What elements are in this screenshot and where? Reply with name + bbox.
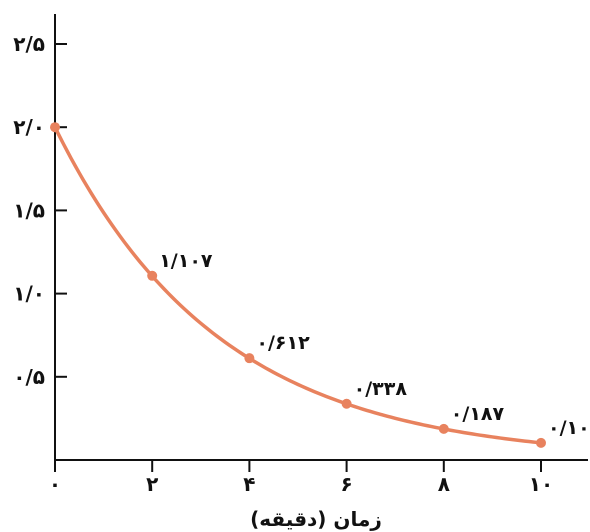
data-label: ۰/۱۰۳ [548, 417, 590, 439]
y-tick-label: ۱/۰ [13, 282, 45, 306]
curve-layer [53, 125, 543, 445]
x-axis-title: زمان (دقیقه) [250, 507, 382, 531]
x-tick-label: ۱۰ [529, 472, 553, 496]
data-point [50, 122, 60, 133]
x-tick-label: ۲ [146, 472, 158, 496]
y-tick-label: ۱/۵ [13, 198, 45, 222]
series-line [53, 125, 543, 445]
data-point [147, 270, 158, 281]
data-point [536, 437, 546, 448]
x-tick-label: ۴ [243, 472, 255, 496]
data-point [341, 398, 352, 409]
data-label: ۱/۱۰۷ [159, 250, 213, 272]
y-tick-label: ۰/۵ [13, 365, 45, 389]
y-tick-label: ۲/۰ [13, 115, 45, 139]
data-point [244, 353, 255, 364]
data-label: ۰/۱۸۷ [451, 403, 505, 425]
y-tick-label: ۲/۵ [13, 32, 45, 56]
data-label: ۰/۳۳۸ [354, 378, 408, 400]
points-layer [50, 122, 546, 448]
axes: ۰ ۲ ۴ ۶ ۸ ۱۰ ۰/۵ ۱/۰ ۱/۵ ۲/۰ ۲/۵ [13, 14, 588, 496]
labels-layer: ۱/۱۰۷ ۰/۶۱۲ ۰/۳۳۸ ۰/۱۸۷ ۰/۱۰۳ [159, 250, 590, 439]
x-tick-label: ۶ [340, 472, 352, 496]
data-point [438, 423, 449, 434]
x-tick-label: ۰ [49, 472, 61, 496]
data-label: ۰/۶۱۲ [256, 332, 310, 354]
x-tick-label: ۸ [438, 472, 450, 496]
